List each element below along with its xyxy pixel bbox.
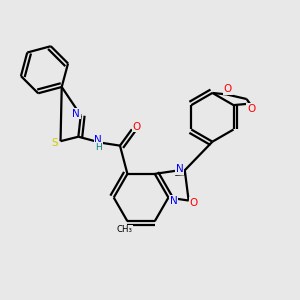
Text: S: S [51, 138, 58, 148]
Text: H: H [95, 142, 102, 152]
Text: O: O [189, 198, 197, 208]
Text: O: O [247, 104, 255, 114]
Text: O: O [224, 84, 232, 94]
Text: N: N [72, 109, 80, 119]
Text: N: N [94, 135, 102, 145]
Text: N: N [170, 196, 178, 206]
Text: CH₃: CH₃ [116, 225, 132, 234]
Text: O: O [132, 122, 140, 132]
Text: N: N [176, 164, 184, 174]
